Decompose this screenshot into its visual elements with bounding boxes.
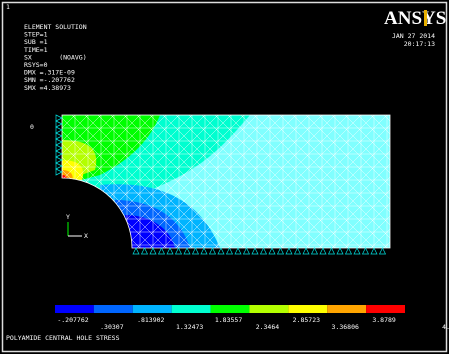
plot-title: POLYAMIDE CENTRAL HOLE STRESS (6, 334, 120, 342)
legend-label: .813902 (137, 316, 164, 324)
legend-label: 2.3464 (256, 323, 280, 331)
legend-label: 1.32473 (176, 323, 203, 331)
triad-label: Y (66, 213, 70, 221)
time: 20:17:13 (404, 40, 435, 48)
legend-color (172, 305, 211, 313)
legend-label: 1.83557 (215, 316, 242, 324)
legend-label: .30307 (100, 323, 124, 331)
legend-label: 3.8789 (372, 316, 396, 324)
legend-color (133, 305, 172, 313)
triad-label: X (84, 232, 88, 240)
info-line: SMX =4.38973 (24, 84, 71, 92)
ansys-window: 1 ELEMENT SOLUTIONSTEP=1SUB =1TIME=1SX (… (0, 0, 449, 354)
legend-color (211, 305, 250, 313)
date: JAN 27 2014 (392, 32, 435, 40)
legend-label: 2.85723 (293, 316, 320, 324)
logo: ANSYS (384, 8, 446, 29)
logo-accent (424, 10, 427, 26)
legend-color (55, 305, 94, 313)
legend-label: 4.38973 (442, 323, 449, 331)
legend-color (249, 305, 288, 313)
legend-color (94, 305, 133, 313)
window-number: 1 (6, 3, 10, 11)
legend-label: -.207762 (57, 316, 88, 324)
node-label: 0 (30, 123, 34, 131)
legend-color (327, 305, 366, 313)
legend-color (366, 305, 405, 313)
legend-label: 3.36806 (332, 323, 359, 331)
legend-color (288, 305, 327, 313)
